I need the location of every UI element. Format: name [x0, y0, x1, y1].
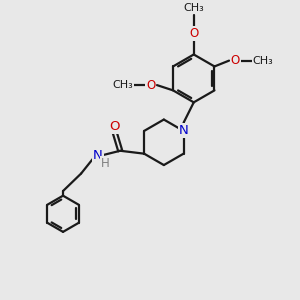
Text: O: O — [189, 27, 198, 40]
Text: N: N — [179, 124, 188, 137]
Text: H: H — [101, 157, 110, 170]
Text: O: O — [231, 54, 240, 67]
Text: CH₃: CH₃ — [112, 80, 133, 90]
Text: CH₃: CH₃ — [183, 3, 204, 14]
Text: N: N — [179, 124, 188, 137]
Text: O: O — [110, 120, 120, 133]
Text: N: N — [93, 149, 103, 162]
Text: CH₃: CH₃ — [253, 56, 274, 66]
Text: O: O — [146, 79, 155, 92]
